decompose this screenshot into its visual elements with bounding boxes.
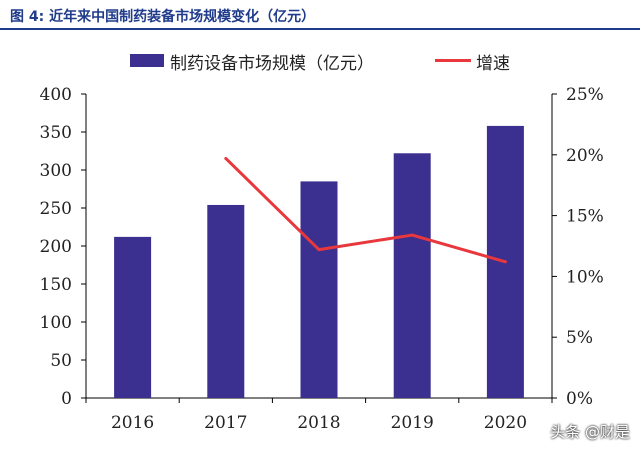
tick-labels: 0 50 100 150 200 250 300 350 400 0% 5% 10% 15% 20% 25%…: [40, 85, 604, 433]
watermark-text: 头条 @财是: [550, 423, 630, 441]
x-tick-label: 2016: [111, 413, 154, 433]
bar-series: [114, 125, 524, 399]
figure-header: 图 4: 近年来中国制药装备市场规模变化（亿元）: [0, 0, 640, 30]
x-tick-label: 2018: [297, 413, 340, 433]
bar: [207, 204, 245, 398]
y-right-tick-label: 25%: [566, 85, 604, 105]
y-left-tick-label: 200: [40, 237, 72, 257]
growth-point: [317, 248, 321, 252]
y-left-tick-label: 350: [40, 123, 72, 143]
y-right-tick-label: 5%: [566, 328, 593, 348]
figure-title: 图 4: 近年来中国制药装备市场规模变化（亿元）: [10, 9, 316, 25]
y-left-tick-label: 50: [50, 351, 72, 371]
x-tick-label: 2017: [204, 413, 247, 433]
chart-legend: 制药设备市场规模（亿元） 增速: [0, 46, 640, 76]
y-left-tick-label: 0: [61, 389, 72, 409]
growth-point: [410, 233, 414, 237]
legend-bar-label: 制药设备市场规模（亿元）: [170, 54, 374, 74]
x-tick-label: 2020: [484, 413, 527, 433]
y-left-tick-label: 100: [40, 313, 72, 333]
x-tick-label: 2019: [391, 413, 434, 433]
bar: [114, 236, 152, 398]
y-left-tick-label: 250: [40, 199, 72, 219]
y-right-tick-label: 20%: [566, 146, 604, 166]
y-right-tick-label: 15%: [566, 207, 604, 227]
y-left-tick-label: 300: [40, 161, 72, 181]
legend-line-swatch: [435, 59, 471, 62]
growth-line: [224, 157, 506, 264]
y-left-tick-label: 150: [40, 275, 72, 295]
growth-line-series: [224, 156, 507, 264]
legend-line-label: 增速: [476, 54, 510, 74]
growth-point: [503, 260, 507, 264]
y-right-tick-label: 10%: [566, 267, 604, 287]
legend-bar-swatch: [130, 54, 164, 67]
bar: [393, 153, 431, 398]
growth-point: [224, 156, 228, 160]
y-right-tick-label: 0%: [566, 389, 593, 409]
y-left-tick-label: 400: [40, 85, 72, 105]
bar: [300, 181, 338, 398]
